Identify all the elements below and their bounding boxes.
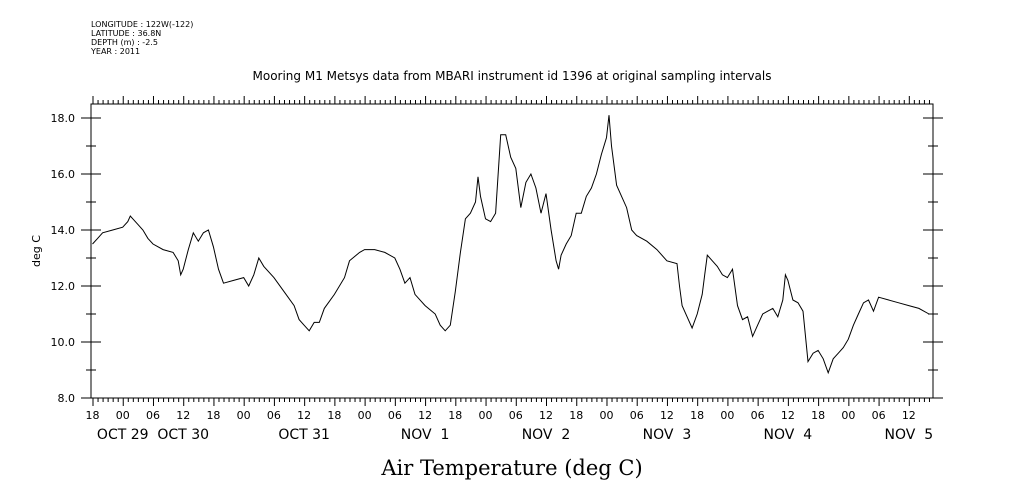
x-tick-label: 06: [630, 409, 644, 422]
y-axis-label: deg C: [30, 235, 43, 267]
day-label: NOV 4: [764, 427, 813, 443]
day-label: OCT 31: [278, 427, 330, 443]
x-tick-label: 18: [448, 409, 462, 422]
x-tick-label: 12: [176, 409, 190, 422]
metadata-block: LONGITUDE : 122W(-122) LATITUDE : 36.8N …: [91, 20, 193, 56]
x-tick-label: 00: [237, 409, 251, 422]
y-tick-label: 18.0: [51, 112, 76, 125]
y-tick-label: 14.0: [51, 224, 76, 237]
x-tick-label: 06: [267, 409, 281, 422]
day-labels: OCT 29 OCT 30 OCT 31 NOV 1 NOV 2 NOV 3 NOV 4 NO…: [97, 427, 933, 443]
plot-frame: [90, 103, 934, 399]
x-tick-label: 06: [751, 409, 765, 422]
day-label: OCT 29: [97, 427, 149, 443]
x-axis-label: Air Temperature (deg C): [380, 456, 642, 480]
day-label: NOV 5: [884, 427, 933, 443]
x-tick-label: 12: [902, 409, 916, 422]
x-tick-label: 06: [146, 409, 160, 422]
x-tick-label: 00: [116, 409, 130, 422]
x-tick-label: 12: [539, 409, 553, 422]
x-tick-labels: 18 00 06 12 18 00 06 12 18 00 06 12 18 00 06 12 18 00 06 12…: [86, 409, 916, 422]
x-tick-label: 06: [388, 409, 402, 422]
x-tick-label: 18: [811, 409, 825, 422]
y-tick-labels: 8.0 10.0 12.0 14.0 16.0 18.0: [51, 112, 76, 405]
x-tick-label: 18: [86, 409, 100, 422]
x-tick-label: 12: [418, 409, 432, 422]
x-tick-label: 12: [781, 409, 795, 422]
y-tick-label: 10.0: [51, 336, 76, 349]
y-tick-label: 16.0: [51, 168, 76, 181]
x-tick-label: 06: [872, 409, 886, 422]
day-label: OCT 30: [157, 427, 209, 443]
latitude-text: LATITUDE : 36.8N: [91, 29, 162, 38]
x-tick-label: 18: [206, 409, 220, 422]
x-tick-label: 00: [841, 409, 855, 422]
x-tick-label: 00: [479, 409, 493, 422]
y-tick-label: 8.0: [58, 392, 76, 405]
day-label: NOV 1: [401, 427, 450, 443]
x-tick-label: 12: [297, 409, 311, 422]
x-tick-label: 00: [599, 409, 613, 422]
day-label: NOV 2: [522, 427, 571, 443]
day-label: NOV 3: [643, 427, 692, 443]
x-tick-label: 00: [358, 409, 372, 422]
x-tick-label: 06: [509, 409, 523, 422]
year-text: YEAR : 2011: [91, 47, 141, 56]
depth-text: DEPTH (m) : -2.5: [91, 38, 158, 47]
x-tick-label: 12: [660, 409, 674, 422]
longitude-text: LONGITUDE : 122W(-122): [91, 20, 194, 29]
chart-title: Mooring M1 Metsys data from MBARI instru…: [253, 69, 772, 83]
x-tick-label: 18: [327, 409, 341, 422]
x-tick-label: 18: [569, 409, 583, 422]
series-line-air-temperature: [92, 115, 930, 375]
axis-ticks: [81, 96, 943, 406]
x-tick-label: 18: [690, 409, 704, 422]
x-tick-label: 00: [720, 409, 734, 422]
y-tick-label: 12.0: [51, 280, 76, 293]
